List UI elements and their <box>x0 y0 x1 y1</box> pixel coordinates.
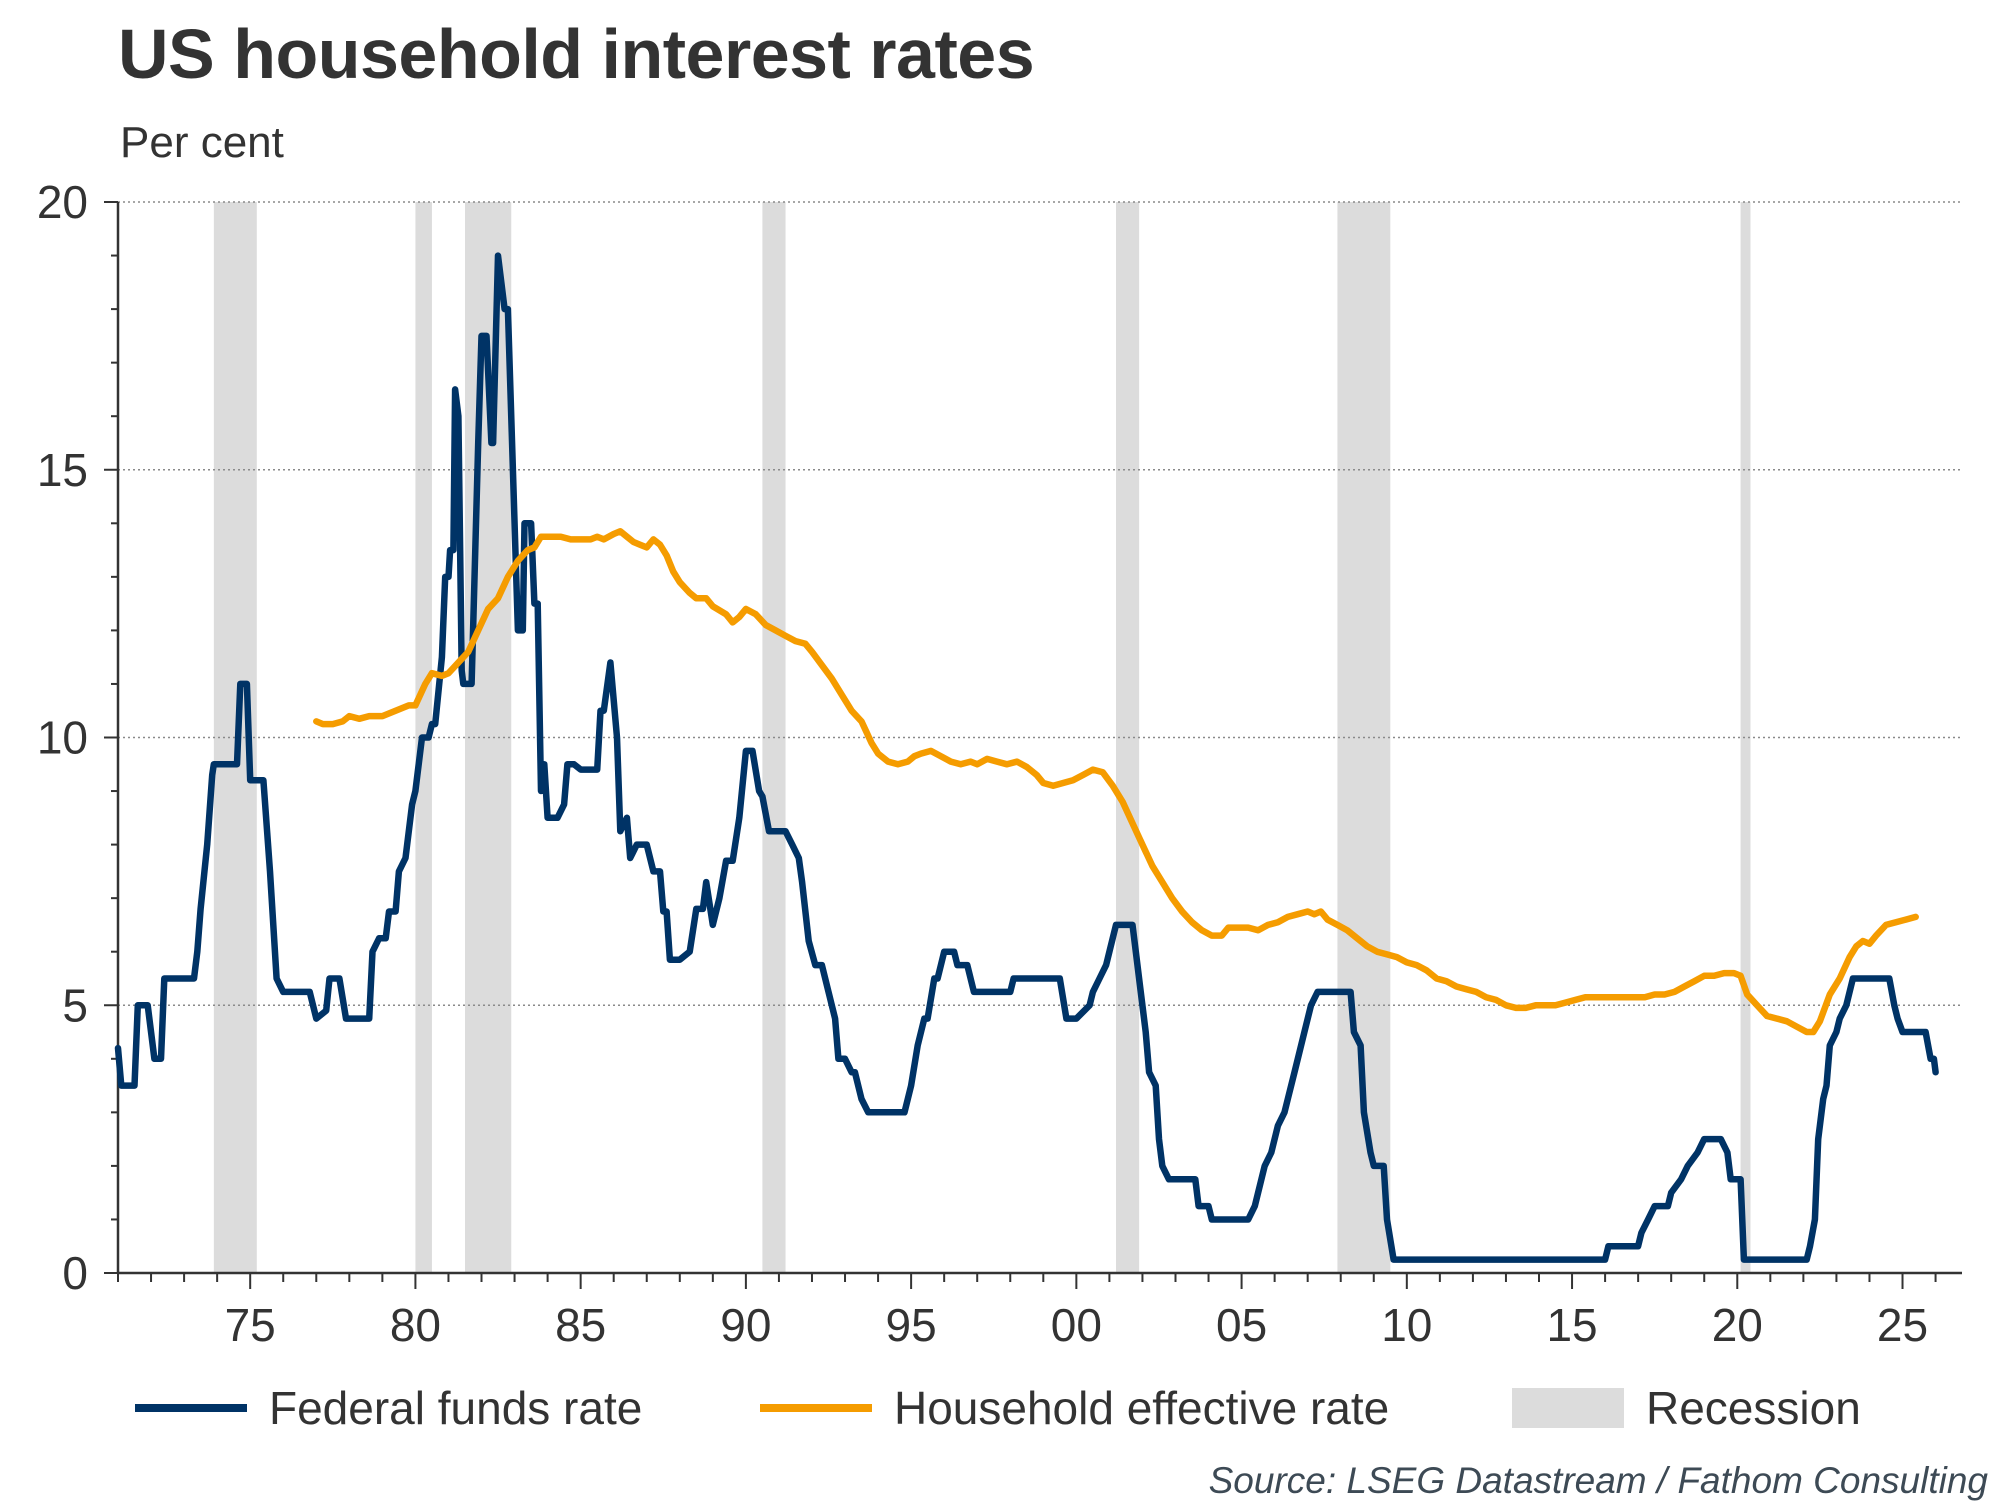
gridlines <box>118 201 1962 1006</box>
x-tick-label: 75 <box>225 1299 276 1351</box>
legend-label: Household effective rate <box>894 1382 1390 1434</box>
series-line-household-effective-rate <box>313 528 1919 1036</box>
legend-label: Federal funds rate <box>269 1382 643 1434</box>
y-tick-label: 10 <box>37 712 88 764</box>
x-tick-label: 20 <box>1712 1299 1763 1351</box>
legend-swatch-recession <box>1512 1388 1624 1428</box>
legend-item-recession: Recession <box>1512 1378 1861 1438</box>
y-tick-label: 5 <box>62 979 88 1031</box>
x-tick-label: 00 <box>1051 1299 1102 1351</box>
y-tick-label: 0 <box>62 1247 88 1299</box>
legend-item-household-effective-rate: Household effective rate <box>760 1378 1389 1438</box>
x-tick-label: 80 <box>390 1299 441 1351</box>
y-tick-label: 20 <box>37 176 88 228</box>
x-tick-label: 90 <box>720 1299 771 1351</box>
x-tick-label: 85 <box>555 1299 606 1351</box>
legend-item-federal-funds-rate: Federal funds rate <box>135 1378 642 1438</box>
x-tick-label: 15 <box>1546 1299 1597 1351</box>
series-lines <box>114 252 1939 1263</box>
y-axis-unit-label: Per cent <box>120 118 284 167</box>
legend-swatch-household-effective-rate <box>760 1404 872 1412</box>
source-note: Source: LSEG Datastream / Fathom Consult… <box>1208 1460 1988 1501</box>
axes <box>104 201 1962 1289</box>
y-tick-label: 15 <box>37 444 88 496</box>
recession-band <box>1740 202 1751 1273</box>
x-tick-label: 25 <box>1877 1299 1928 1351</box>
x-tick-label: 05 <box>1216 1299 1267 1351</box>
x-tick-label: 95 <box>886 1299 937 1351</box>
x-tick-label: 10 <box>1381 1299 1432 1351</box>
chart-title: US household interest rates <box>118 15 1035 93</box>
legend-label: Recession <box>1646 1382 1861 1434</box>
legend-swatch-federal-funds-rate <box>135 1404 247 1412</box>
series-line-federal-funds-rate <box>114 252 1939 1263</box>
